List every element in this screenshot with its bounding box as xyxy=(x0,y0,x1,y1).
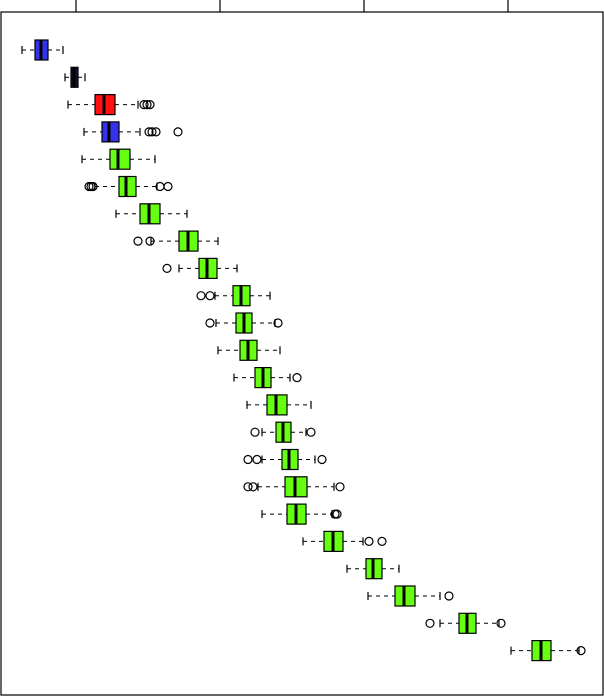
outlier-point xyxy=(250,427,260,437)
outlier-point xyxy=(252,454,262,465)
outlier-point xyxy=(425,618,435,628)
outlier-point xyxy=(147,127,157,137)
outlier-point xyxy=(332,509,342,519)
outlier-point xyxy=(377,536,387,547)
plot-frame xyxy=(0,11,604,696)
outlier-point xyxy=(205,291,215,301)
outlier-point xyxy=(163,181,173,192)
outlier-point xyxy=(144,127,154,137)
outlier-point xyxy=(145,236,155,246)
outlier-point xyxy=(317,454,327,465)
outlier-point xyxy=(273,318,283,328)
outlier-point xyxy=(142,99,152,110)
outlier-point xyxy=(162,263,172,273)
outlier-point xyxy=(243,454,253,465)
outlier-point xyxy=(576,645,586,656)
outlier-point xyxy=(306,427,316,437)
outlier-point xyxy=(243,482,253,492)
outlier-point xyxy=(444,591,454,601)
outlier-point xyxy=(335,482,345,492)
box-iqr xyxy=(109,148,131,170)
outlier-point xyxy=(133,236,143,246)
outlier-point xyxy=(205,318,215,328)
box-series xyxy=(21,39,586,662)
outlier-point xyxy=(496,618,506,628)
outlier-point xyxy=(139,99,149,110)
top-axis-ticks xyxy=(75,0,509,12)
outlier-point xyxy=(248,482,258,492)
outlier-point xyxy=(151,127,161,137)
outlier-point xyxy=(88,181,98,192)
outlier-point xyxy=(173,127,183,137)
outlier-point xyxy=(364,536,374,547)
outlier-point xyxy=(145,99,155,110)
outlier-point xyxy=(292,373,302,383)
outlier-point xyxy=(196,291,206,301)
